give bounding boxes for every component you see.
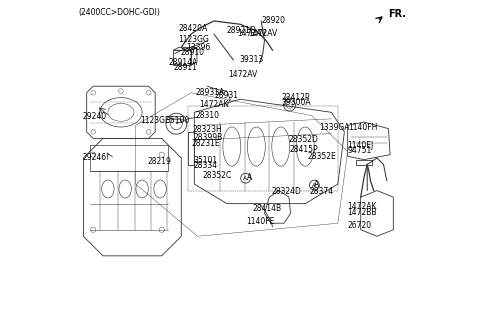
Text: 28415P: 28415P (289, 145, 318, 154)
Text: 28420A: 28420A (178, 24, 207, 33)
Text: A: A (314, 180, 319, 189)
Text: 28399B: 28399B (193, 133, 223, 142)
Text: 28352E: 28352E (308, 152, 336, 161)
Text: 35100: 35100 (165, 115, 189, 125)
Text: 35101: 35101 (193, 156, 218, 165)
Text: 28352C: 28352C (203, 171, 232, 180)
Text: 39300A: 39300A (282, 98, 312, 107)
Text: 28324D: 28324D (272, 187, 302, 196)
Text: A: A (243, 176, 248, 181)
Text: 28323H: 28323H (192, 125, 222, 134)
Text: 28219: 28219 (147, 157, 171, 166)
Text: A: A (247, 173, 252, 182)
Text: 28310: 28310 (196, 111, 220, 120)
Text: 28931: 28931 (215, 91, 239, 100)
Text: 29240: 29240 (83, 112, 107, 121)
Text: 1472AV: 1472AV (228, 70, 258, 79)
Text: 28352D: 28352D (288, 135, 318, 143)
Text: 28414B: 28414B (252, 204, 282, 213)
Text: 1140FH: 1140FH (348, 123, 378, 132)
Text: 94751: 94751 (347, 146, 371, 155)
Text: 22412P: 22412P (282, 93, 310, 102)
Text: 1472AV: 1472AV (248, 29, 277, 38)
Text: 28374: 28374 (309, 187, 333, 196)
Text: 1140EJ: 1140EJ (347, 141, 373, 150)
Text: 28911: 28911 (173, 63, 197, 72)
Text: 28920: 28920 (261, 16, 285, 25)
Text: 39313: 39313 (240, 55, 264, 64)
Text: 28914A: 28914A (169, 58, 198, 67)
Text: 1339GA: 1339GA (319, 123, 349, 132)
Text: 28910: 28910 (180, 48, 204, 58)
Text: 1472BB: 1472BB (348, 208, 377, 217)
Text: 1140FE: 1140FE (247, 217, 275, 226)
Text: 1472AV: 1472AV (237, 29, 266, 38)
Text: 26720: 26720 (348, 221, 372, 230)
Text: 28931A: 28931A (196, 88, 225, 97)
Text: 1472AK: 1472AK (348, 202, 377, 211)
Text: A: A (312, 183, 316, 188)
Text: (2400CC>DOHC-GDI): (2400CC>DOHC-GDI) (79, 8, 160, 17)
Text: 1472AK: 1472AK (199, 100, 229, 109)
Text: 1123GE: 1123GE (141, 115, 170, 125)
Text: 28921D: 28921D (226, 26, 256, 35)
Text: 1123GG: 1123GG (178, 36, 209, 44)
Text: 13396: 13396 (186, 42, 210, 52)
Text: FR.: FR. (388, 9, 407, 19)
Text: 29246: 29246 (83, 153, 107, 162)
Text: 28334: 28334 (193, 161, 218, 170)
Text: 28231E: 28231E (192, 139, 220, 148)
